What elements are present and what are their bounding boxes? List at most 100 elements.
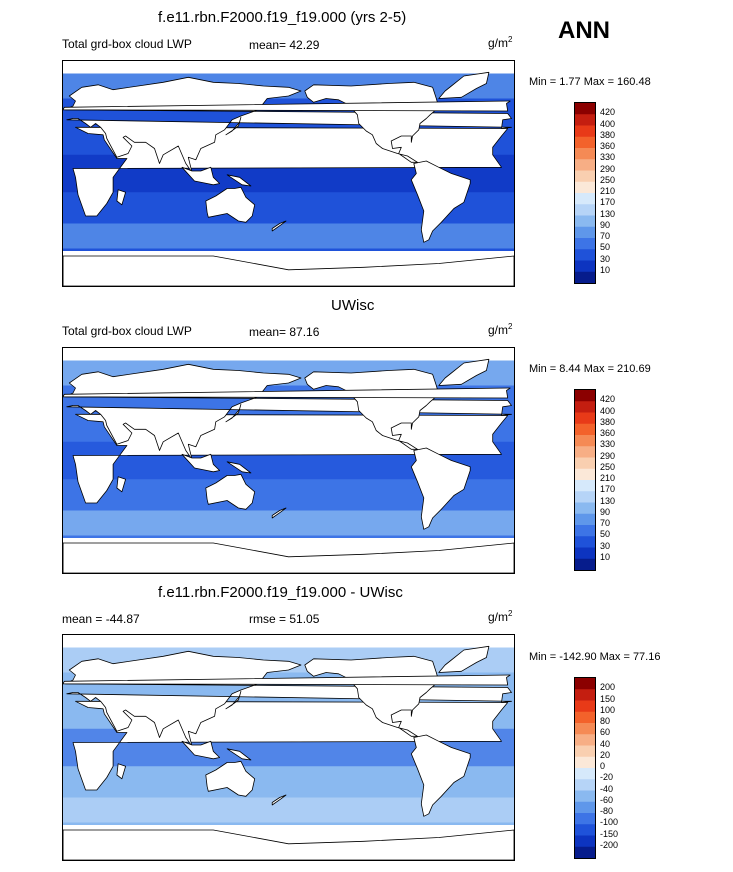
colorbar-obs xyxy=(574,389,596,571)
contour-band xyxy=(63,223,514,249)
colorbar-tick-label: 90 xyxy=(600,506,611,517)
continent-eurasia xyxy=(65,363,512,460)
colorbar-tick-label: -150 xyxy=(600,828,619,839)
colorbar-tick-label: 170 xyxy=(600,197,616,208)
colorbar-swatch xyxy=(575,756,595,769)
colorbar-tick-label: 50 xyxy=(600,242,611,253)
colorbar-tick-label: 290 xyxy=(600,163,616,174)
continent-newguinea xyxy=(226,748,252,761)
colorbar-tick-label: 420 xyxy=(600,107,616,118)
contour-band xyxy=(63,797,514,823)
colorbar-swatch xyxy=(575,547,595,560)
panel-title-model: f.e11.rbn.F2000.f19_f19.000 (yrs 2-5) xyxy=(158,9,407,26)
continent-australia xyxy=(205,473,256,510)
colorbar-tick-label: 380 xyxy=(600,416,616,427)
panel-mean-label-model: mean= 42.29 xyxy=(249,38,320,52)
colorbar-tick-label: 170 xyxy=(600,484,616,495)
world-map-obs xyxy=(63,348,514,573)
colorbar-tick-label: 100 xyxy=(600,704,616,715)
colorbar-tick-label: 360 xyxy=(600,428,616,438)
colorbar-swatch xyxy=(575,468,595,481)
continent-nz xyxy=(271,507,287,519)
continent-antarctica xyxy=(63,255,514,286)
continent-eurasia xyxy=(65,76,512,173)
continent-nz xyxy=(271,794,287,806)
colorbar-swatch xyxy=(575,734,595,746)
map-panel-diff xyxy=(62,634,515,861)
colorbar-tick-label: -20 xyxy=(600,772,614,783)
units-label-obs: g/m2 xyxy=(488,322,513,337)
colorbar-swatch xyxy=(575,813,595,825)
continent-japan xyxy=(225,690,242,710)
colorbar-tick-label: 380 xyxy=(600,129,616,140)
continent-uk xyxy=(63,387,511,399)
continent-newguinea xyxy=(226,461,252,474)
colorbar-swatch xyxy=(575,700,595,713)
colorbar-swatch xyxy=(575,170,595,183)
colorbar-swatch xyxy=(575,711,595,724)
colorbar-swatch xyxy=(575,401,595,413)
continent-greenland xyxy=(438,645,490,673)
colorbar-tick-label: 210 xyxy=(600,473,616,483)
colorbar-tick-label: 10 xyxy=(600,551,611,562)
continent-australia xyxy=(205,186,256,223)
colorbar-swatches-obs xyxy=(575,390,595,570)
colorbar-tick-label: 10 xyxy=(600,264,611,275)
colorbar-swatch xyxy=(575,790,595,803)
colorbar-tick-label: 20 xyxy=(600,749,611,760)
colorbar-tick-label: 400 xyxy=(600,405,616,416)
missing-data-region xyxy=(63,635,514,648)
continent-greenland xyxy=(438,358,490,386)
colorbar-swatch xyxy=(575,204,595,216)
colorbar-swatch xyxy=(575,835,595,848)
colorbar-swatch xyxy=(575,249,595,261)
panel-left-label-diff: mean = -44.87 xyxy=(62,612,140,626)
colorbar-swatch xyxy=(575,513,595,526)
colorbar-swatch xyxy=(575,193,595,205)
minmax-label-obs: Min = 8.44 Max = 210.69 xyxy=(529,363,651,375)
colorbar-tick-label: 90 xyxy=(600,219,611,230)
colorbar-tick-label: 250 xyxy=(600,461,616,472)
panel-left-label-model: Total grd-box cloud LWP xyxy=(62,37,192,51)
colorbar-tick-label: 80 xyxy=(600,716,611,726)
colorbar-swatch xyxy=(575,446,595,458)
panel-left-label-obs: Total grd-box cloud LWP xyxy=(62,324,192,338)
colorbar-swatch xyxy=(575,525,595,537)
continent-japan xyxy=(225,116,242,136)
colorbar-tick-label: 420 xyxy=(600,394,616,405)
colorbar-tick-label: 70 xyxy=(600,231,611,241)
panel-mean-label-obs: mean= 87.16 xyxy=(249,325,320,339)
map-panel-model xyxy=(62,60,515,287)
colorbar-tick-label: 60 xyxy=(600,727,611,738)
colorbar-tick-label: -100 xyxy=(600,817,619,828)
units-label-diff: g/m2 xyxy=(488,609,513,624)
world-map-diff xyxy=(63,635,514,860)
colorbar-tick-label: -40 xyxy=(600,783,614,794)
colorbar-swatch xyxy=(575,723,595,735)
colorbar-tick-label: 130 xyxy=(600,495,616,506)
map-panel-obs xyxy=(62,347,515,574)
colorbar-tick-label: 210 xyxy=(600,186,616,196)
colorbar-tick-label: 50 xyxy=(600,529,611,540)
colorbar-swatch xyxy=(575,159,595,171)
colorbar-tick-label: 30 xyxy=(600,540,611,551)
colorbar-tick-label: 330 xyxy=(600,152,616,163)
missing-data-region xyxy=(63,61,514,74)
colorbar-swatch xyxy=(575,148,595,160)
colorbar-diff xyxy=(574,677,596,859)
colorbar-swatch xyxy=(575,491,595,503)
colorbar-tick-label: 400 xyxy=(600,118,616,129)
colorbar-swatch xyxy=(575,536,595,548)
colorbar-tick-label: 30 xyxy=(600,253,611,264)
colorbar-tick-label: 70 xyxy=(600,518,611,528)
colorbar-tick-label: 290 xyxy=(600,450,616,461)
colorbar-tick-label: 330 xyxy=(600,439,616,450)
continent-eurasia xyxy=(65,650,512,747)
minmax-label-model: Min = 1.77 Max = 160.48 xyxy=(529,76,651,88)
colorbar-swatch xyxy=(575,412,595,425)
colorbar-swatch xyxy=(575,181,595,194)
colorbar-swatch xyxy=(575,238,595,250)
colorbar-swatch xyxy=(575,779,595,791)
continent-nz xyxy=(271,220,287,232)
continent-newguinea xyxy=(226,174,252,187)
